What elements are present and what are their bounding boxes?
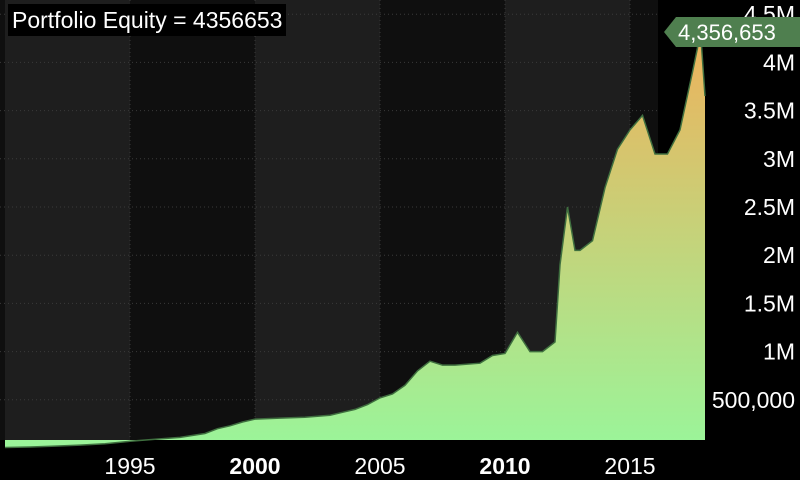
chart-title: Portfolio Equity = 4356653 xyxy=(8,4,287,36)
x-tick-label: 1995 xyxy=(104,453,155,479)
plot-band xyxy=(255,0,380,440)
x-tick-label: 2010 xyxy=(479,453,530,479)
y-tick-label: 500,000 xyxy=(712,387,795,413)
y-tick-label: 4M xyxy=(763,49,795,75)
equity-area-fill xyxy=(5,23,705,448)
x-tick-label: 2005 xyxy=(354,453,405,479)
plot-background xyxy=(0,0,658,440)
y-tick-label: 2.5M xyxy=(744,194,795,220)
x-axis: 1995 2000 2005 2010 2015 xyxy=(104,453,655,479)
y-tick-label: 1M xyxy=(763,339,795,365)
equity-line xyxy=(4,23,706,449)
equity-area-series xyxy=(4,23,706,449)
last-value-badge: 4,356,653 xyxy=(664,17,800,47)
x-tick-label: 2000 xyxy=(229,453,280,479)
y-tick-label: 3.5M xyxy=(744,98,795,124)
y-tick-label: 1.5M xyxy=(744,290,795,316)
last-value-label: 4,356,653 xyxy=(678,20,776,45)
plot-band xyxy=(5,0,130,440)
last-value-badge-shape xyxy=(664,17,800,47)
x-tick-label: 2015 xyxy=(604,453,655,479)
y-tick-label: 2M xyxy=(763,242,795,268)
y-tick-label: 3M xyxy=(763,146,795,172)
